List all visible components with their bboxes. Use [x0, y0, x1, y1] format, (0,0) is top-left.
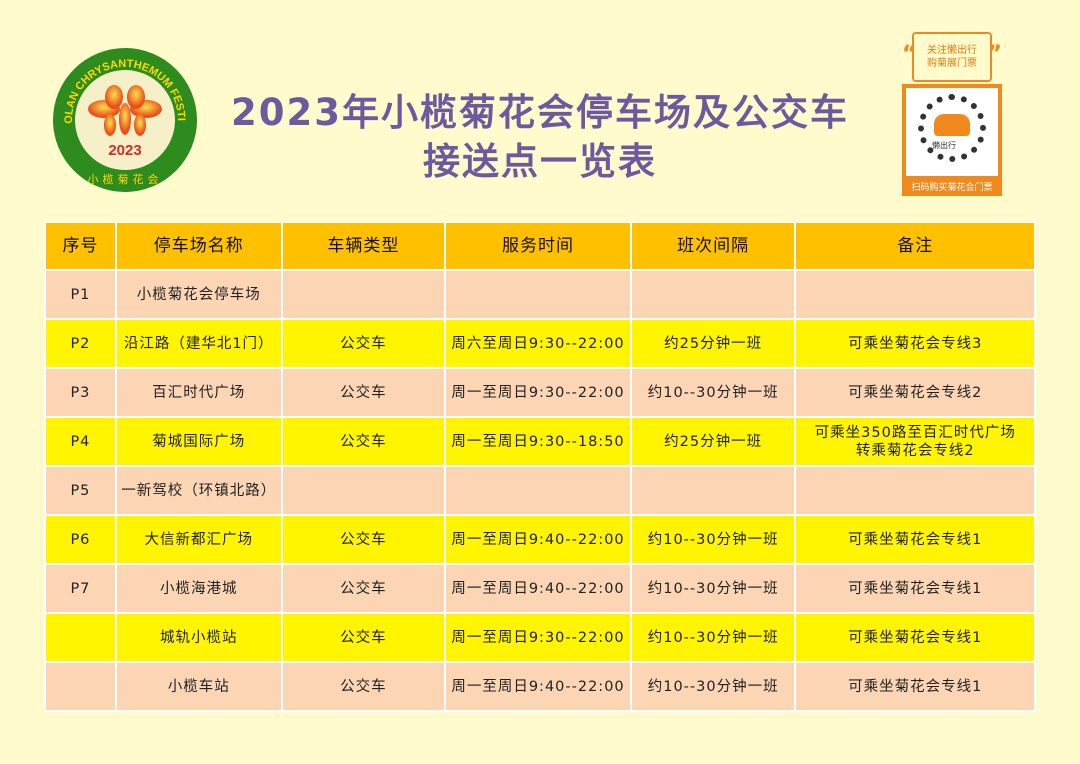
table-cell: 约10--30分钟一班 — [629, 661, 797, 712]
table-cell: P4 — [44, 416, 117, 467]
table-cell: P3 — [44, 367, 117, 418]
title-line-1: 2023年小榄菊花会停车场及公交车 — [231, 91, 849, 134]
table-row: P5 一新驾校（环镇北路） — [44, 465, 1036, 516]
title-line-2: 接送点一览表 — [423, 140, 657, 183]
table-cell: 周一至周日9:40--22:00 — [444, 661, 632, 712]
table-cell: 周一至周日9:40--22:00 — [444, 563, 632, 614]
table-cell: 沿江路（建华北1门） — [114, 318, 283, 369]
table-row: P6 大信新都汇广场 公交车 周一至周日9:40--22:00 约10--30分钟一班可… — [44, 514, 1036, 565]
qr-brand: 懒出行 — [932, 141, 956, 150]
table-cell — [280, 269, 447, 320]
table-cell: 小榄菊花会停车场 — [114, 269, 283, 320]
table-cell — [794, 269, 1036, 320]
qr-promo[interactable]: “ ” 关注懒出行 购菊展门票 懒出行 扫码购买菊花会门票 — [902, 24, 1002, 196]
table-cell: 小榄海港城 — [114, 563, 283, 614]
table-cell: 菊城国际广场 — [114, 416, 283, 467]
table-row: P1 小榄菊花会停车场 — [44, 269, 1036, 320]
qr-bubble: 关注懒出行 购菊展门票 — [912, 32, 992, 82]
table-cell: 约10--30分钟一班 — [629, 612, 797, 663]
cloud-icon — [934, 114, 970, 136]
table-cell: 可乘坐菊花会专线1 — [794, 612, 1036, 663]
table-cell: 公交车 — [280, 612, 447, 663]
table-row: 城轨小榄站 公交车 周一至周日9:30--22:00 约10--30分钟一班 可乘坐菊花… — [44, 612, 1036, 663]
table-cell — [629, 269, 797, 320]
chrysanthemum-icon — [88, 85, 162, 136]
table-cell — [280, 465, 447, 516]
table-cell: P1 — [44, 269, 117, 320]
qr-bubble-line-2: 购菊展门票 — [927, 58, 977, 69]
page-title: 2023年小榄菊花会停车场及公交车 接送点一览表 — [200, 88, 880, 186]
column-header: 序号 — [44, 221, 117, 271]
logo-cn-name: 小榄菊花会 — [88, 173, 163, 186]
table-row: P4 菊城国际广场 公交车 周一至周日9:30--18:50 约25分钟一班 可乘坐350… — [44, 416, 1036, 467]
table-cell: 公交车 — [280, 367, 447, 418]
table-cell — [444, 465, 632, 516]
table-cell: 可乘坐菊花会专线3 — [794, 318, 1036, 369]
table-cell: 公交车 — [280, 563, 447, 614]
table-row: P2 沿江路（建华北1门） 公交车 周六至周日9:30--22:00 约25分钟一班 可乘… — [44, 318, 1036, 369]
table-cell: 约25分钟一班 — [629, 416, 797, 467]
column-header: 服务时间 — [444, 221, 632, 271]
table-cell — [44, 612, 117, 663]
column-header: 班次间隔 — [629, 221, 797, 271]
table-row: P3 百汇时代广场 公交车 周一至周日9:30--22:00 约10--30分钟一班 可乘… — [44, 367, 1036, 418]
table-cell: P5 — [44, 465, 117, 516]
parking-bus-table: 序号 停车场名称 车辆类型 服务时间 班次间隔 备注 P1 小榄菊花会停车场 P2 沿江路（建华… — [44, 221, 1036, 712]
table-cell: 约25分钟一班 — [629, 318, 797, 369]
table-cell: 小榄车站 — [114, 661, 283, 712]
table-cell: 公交车 — [280, 514, 447, 565]
table-cell: 周一至周日9:30--22:00 — [444, 367, 632, 418]
column-header: 备注 — [794, 221, 1036, 271]
table-cell: 可乘坐菊花会专线1 — [794, 661, 1036, 712]
table-cell: 百汇时代广场 — [114, 367, 283, 418]
qr-code-box: 懒出行 扫码购买菊花会门票 — [902, 84, 1002, 196]
table-cell: P6 — [44, 514, 117, 565]
table-cell — [794, 465, 1036, 516]
table-row: P7 小榄海港城 公交车 周一至周日9:40--22:00 约10--30分钟一班 可乘坐… — [44, 563, 1036, 614]
qr-bubble-line-1: 关注懒出行 — [927, 45, 977, 56]
qr-code-icon — [918, 94, 986, 162]
table-cell: 可乘坐350路至百汇时代广场 转乘菊花会专线2 — [794, 416, 1036, 467]
table-cell: 约10--30分钟一班 — [629, 514, 797, 565]
table-cell: 周一至周日9:30--22:00 — [444, 612, 632, 663]
table-cell: P7 — [44, 563, 117, 614]
table-cell: 公交车 — [280, 416, 447, 467]
table-cell: 周一至周日9:30--18:50 — [444, 416, 632, 467]
table-cell: 可乘坐菊花会专线1 — [794, 563, 1036, 614]
table-cell: P2 — [44, 318, 117, 369]
table-cell: 公交车 — [280, 318, 447, 369]
column-header: 停车场名称 — [114, 221, 283, 271]
column-header: 车辆类型 — [280, 221, 447, 271]
table-cell: 约10--30分钟一班 — [629, 563, 797, 614]
festival-logo: XIAOLAN CHRYSANTHEMUM FESTIVAL 2023 小榄菊花… — [52, 47, 197, 192]
table-cell: 周一至周日9:40--22:00 — [444, 514, 632, 565]
table-cell: 周六至周日9:30--22:00 — [444, 318, 632, 369]
table-header-row: 序号 停车场名称 车辆类型 服务时间 班次间隔 备注 — [44, 221, 1036, 271]
table-cell: 约10--30分钟一班 — [629, 367, 797, 418]
table-cell: 大信新都汇广场 — [114, 514, 283, 565]
table-cell — [629, 465, 797, 516]
table-cell — [44, 661, 117, 712]
table-cell: 可乘坐菊花会专线2 — [794, 367, 1036, 418]
table-cell: 可乘坐菊花会专线1 — [794, 514, 1036, 565]
table-cell: 一新驾校（环镇北路） — [114, 465, 283, 516]
qr-caption: 扫码购买菊花会门票 — [911, 183, 993, 193]
logo-year: 2023 — [108, 142, 141, 159]
table-cell: 公交车 — [280, 661, 447, 712]
table-cell: 城轨小榄站 — [114, 612, 283, 663]
table-cell — [444, 269, 632, 320]
table-row: 小榄车站 公交车 周一至周日9:40--22:00 约10--30分钟一班 可乘坐菊花会… — [44, 661, 1036, 712]
